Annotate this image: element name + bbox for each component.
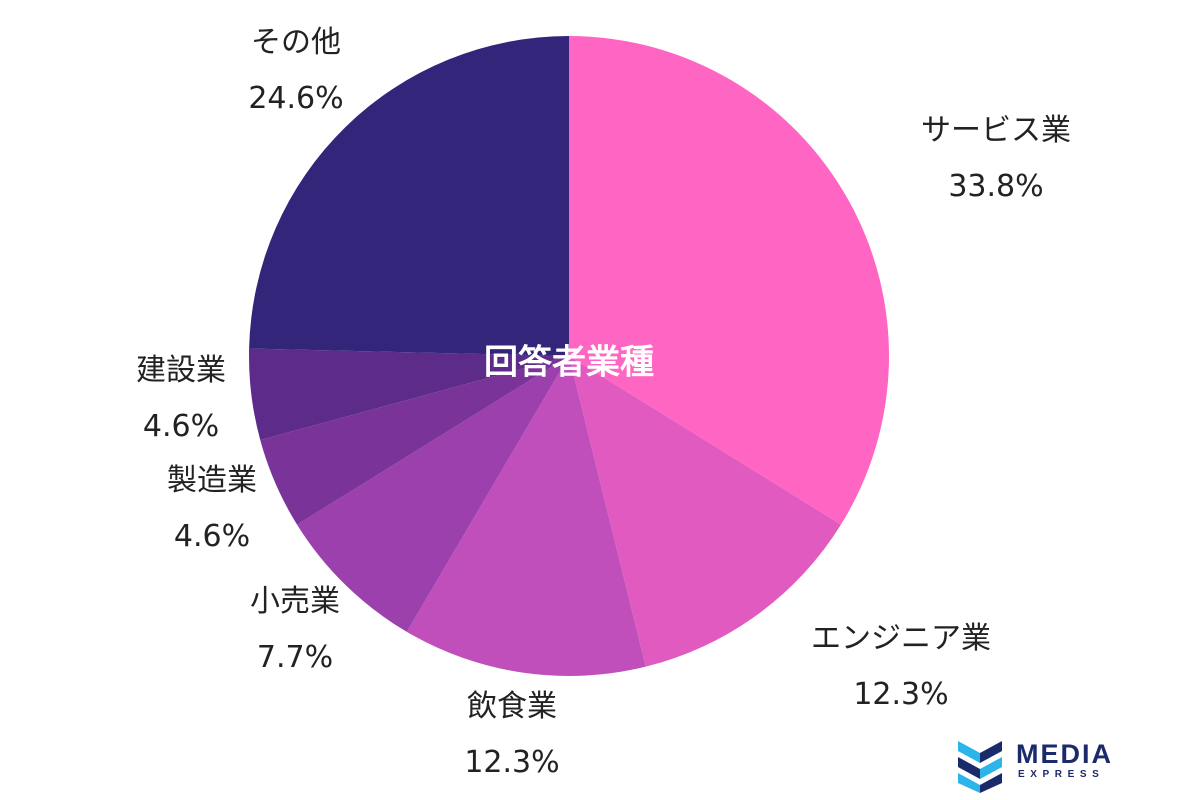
slice-percent-2: 12.3% bbox=[853, 677, 948, 712]
slice-percent-1: 33.8% bbox=[948, 169, 1043, 204]
slice-percent-5: 4.6% bbox=[174, 519, 250, 554]
pie-slice-1 bbox=[569, 36, 889, 525]
slice-label-6: 建設業 bbox=[136, 353, 226, 388]
pie-slice-2 bbox=[569, 356, 841, 667]
pie-slice-6 bbox=[249, 348, 570, 441]
logo-subword: EXPRESS bbox=[1018, 769, 1105, 780]
pie-labels: サービス業 33.8% エンジニア業 12.3% 飲食業 12.3% 小売業 7.7% 製造業 4… bbox=[136, 25, 1071, 780]
media-express-logo: MEDIA EXPRESS bbox=[950, 735, 1150, 795]
slice-label-1: サービス業 bbox=[921, 113, 1071, 148]
pie-slice-3 bbox=[406, 356, 646, 676]
slice-label-5: 製造業 bbox=[167, 463, 257, 498]
slice-label-7: その他 bbox=[251, 25, 341, 60]
pie-slices bbox=[249, 35, 889, 676]
slice-percent-6: 4.6% bbox=[143, 409, 219, 444]
slice-label-3: 飲食業 bbox=[467, 689, 557, 724]
slice-percent-3: 12.3% bbox=[464, 745, 559, 780]
slice-percent-7: 24.6% bbox=[248, 81, 343, 116]
slice-label-2: エンジニア業 bbox=[811, 621, 991, 656]
pie-slice-4 bbox=[297, 356, 569, 632]
slice-percent-4: 7.7% bbox=[257, 640, 333, 675]
slice-label-4: 小売業 bbox=[250, 584, 340, 619]
logo-mark-icon bbox=[958, 741, 1002, 793]
chart-title: 回答者業種 bbox=[484, 343, 654, 383]
logo-word: MEDIA bbox=[1016, 739, 1113, 769]
pie-slice-7 bbox=[249, 35, 570, 357]
pie-slice-5 bbox=[260, 356, 569, 525]
